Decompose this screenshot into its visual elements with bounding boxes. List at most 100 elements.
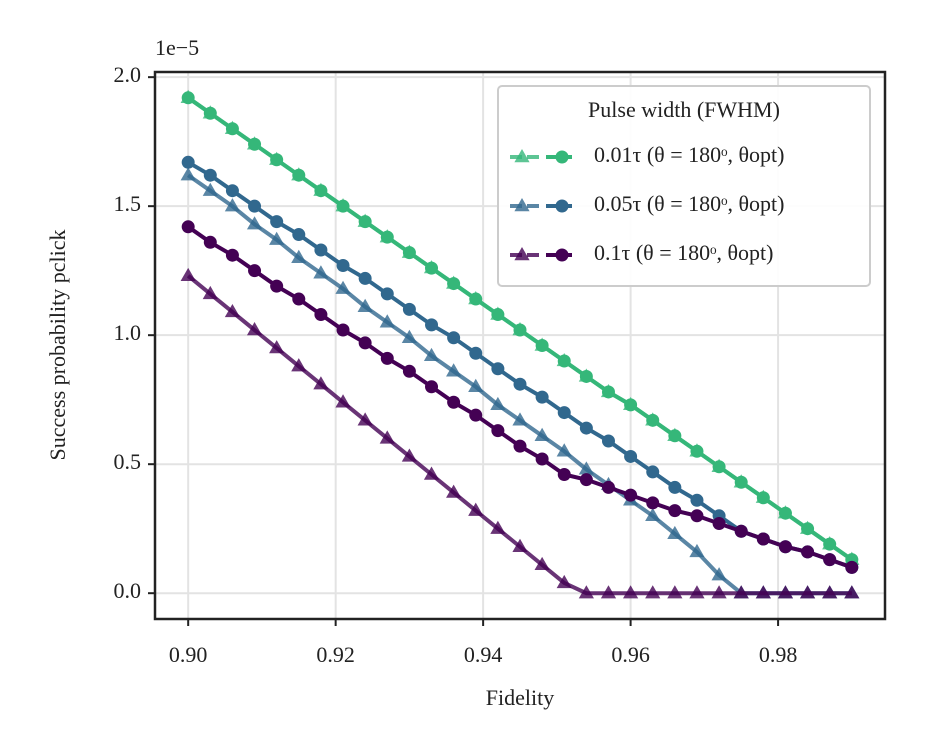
triangle-marker (423, 347, 440, 362)
circle-marker (579, 421, 593, 435)
x-tick-label: 0.98 (759, 642, 798, 667)
circle-marker (447, 277, 461, 291)
triangle-marker (556, 443, 572, 457)
triangle-marker (578, 585, 594, 599)
circle-marker (557, 406, 571, 420)
circle-marker (336, 259, 350, 273)
circle-marker (425, 380, 439, 394)
circle-marker (248, 264, 262, 278)
circle-marker (314, 308, 328, 322)
circle-marker (624, 449, 638, 463)
circle-marker (601, 434, 615, 448)
x-tick-label: 0.92 (316, 642, 355, 667)
circle-marker (513, 323, 527, 337)
triangle-marker (844, 585, 860, 599)
triangle-marker (313, 265, 329, 279)
triangle-marker (335, 394, 351, 408)
circle-marker (690, 509, 704, 523)
triangle-marker (600, 585, 617, 599)
circle-marker (181, 91, 195, 105)
circle-marker (690, 493, 704, 507)
triangle-marker (468, 378, 484, 392)
circle-marker (491, 362, 505, 376)
triangle-marker (313, 376, 329, 390)
triangle-marker (490, 520, 506, 534)
circle-marker (823, 553, 837, 567)
circle-marker (601, 480, 615, 494)
triangle-marker (468, 502, 484, 516)
circle-marker (601, 385, 615, 399)
circle-marker (225, 184, 239, 198)
y-axis-label: Success probability pclick (45, 230, 70, 461)
circle-marker (181, 155, 195, 169)
circle-marker (380, 351, 394, 365)
circle-marker (469, 408, 483, 422)
triangle-marker (514, 198, 530, 212)
circle-marker (668, 429, 682, 443)
triangle-marker (645, 507, 661, 521)
triangle-marker (180, 167, 196, 181)
circle-marker (712, 517, 726, 531)
triangle-marker (822, 585, 838, 599)
circle-marker (314, 184, 328, 198)
circle-marker (535, 390, 549, 404)
circle-marker (225, 122, 239, 136)
legend-label: 0.01τ (θ = 180ᵒ, θopt) (594, 142, 784, 167)
x-axis-label: Fidelity (486, 685, 554, 710)
circle-marker (712, 460, 726, 474)
circle-marker (734, 475, 748, 489)
triangle-marker (357, 412, 373, 426)
circle-marker (668, 480, 682, 494)
y-tick-label: 2.0 (114, 62, 142, 87)
triangle-marker (446, 484, 462, 498)
x-tick-label: 0.90 (169, 642, 208, 667)
triangle-marker (224, 198, 241, 212)
circle-marker (646, 413, 660, 427)
circle-marker (181, 220, 195, 234)
circle-marker (402, 364, 416, 378)
circle-marker (778, 540, 792, 554)
triangle-marker (180, 267, 196, 282)
triangle-marker (291, 358, 307, 372)
circle-marker (624, 398, 638, 412)
circle-marker (801, 522, 815, 536)
circle-marker (756, 532, 770, 546)
circle-marker (203, 168, 217, 182)
legend-box (497, 85, 871, 287)
circle-marker (823, 537, 837, 551)
legend-title: Pulse width (FWHM) (588, 97, 780, 122)
triangle-marker (401, 329, 417, 343)
circle-marker (225, 248, 239, 262)
circle-marker (555, 248, 569, 262)
y-tick-label: 1.0 (114, 320, 142, 345)
circle-marker (513, 377, 527, 391)
triangle-marker (623, 585, 639, 599)
triangle-marker (711, 585, 727, 599)
circle-marker (555, 150, 569, 164)
circle-marker (557, 354, 571, 368)
circle-marker (491, 308, 505, 322)
triangle-marker (512, 538, 528, 552)
triangle-marker (667, 585, 683, 599)
circle-marker (358, 336, 372, 350)
circle-marker (734, 524, 748, 538)
triangle-marker (401, 448, 417, 462)
circle-marker (579, 369, 593, 383)
circle-marker (535, 452, 549, 466)
circle-marker (425, 261, 439, 275)
circle-marker (203, 235, 217, 249)
legend-label: 0.1τ (θ = 180ᵒ, θopt) (594, 240, 773, 265)
triangle-marker (578, 461, 594, 475)
circle-marker (292, 228, 306, 242)
triangle-marker (799, 585, 816, 599)
circle-marker (668, 504, 682, 518)
triangle-marker (534, 556, 550, 571)
triangle-marker (269, 231, 285, 245)
triangle-marker (291, 249, 307, 263)
circle-marker (270, 279, 284, 293)
circle-marker (624, 488, 638, 502)
triangle-marker (224, 303, 241, 318)
circle-marker (778, 506, 792, 520)
triangle-marker (711, 567, 727, 581)
circle-marker (535, 339, 549, 352)
